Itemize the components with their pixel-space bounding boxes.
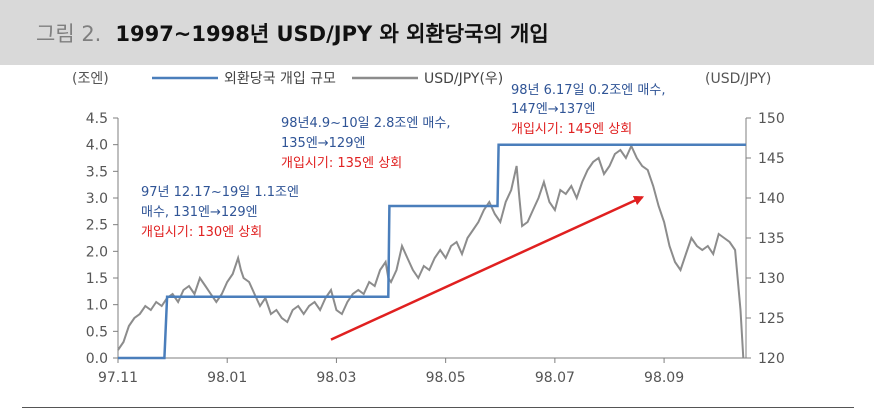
left-tick-label: 4.0 xyxy=(86,138,108,154)
annotation-2-line-1: 98년4.9~10일 2.8조엔 매수, xyxy=(281,116,450,131)
right-tick-label: 120 xyxy=(758,351,785,367)
left-tick-label: 2.5 xyxy=(86,218,108,234)
left-unit-label: (조엔) xyxy=(72,71,109,87)
annotation-1-highlight: 개입시기: 130엔 상회 xyxy=(141,225,262,240)
left-tick-label: 3.0 xyxy=(86,191,108,207)
legend-label-usdjpy: USD/JPY(우) xyxy=(424,71,503,87)
bottom-rule xyxy=(22,407,854,408)
left-tick-label: 1.0 xyxy=(86,298,108,314)
right-tick-label: 140 xyxy=(758,191,785,207)
annotation-3: 98년 6.17일 0.2조엔 매수, 147엔→137엔 개입시기: 145엔… xyxy=(511,83,665,137)
series-line-usdjpy xyxy=(117,143,745,359)
right-tick-label: 130 xyxy=(758,271,785,287)
x-tick-label: 98.09 xyxy=(644,370,684,386)
left-tick-label: 3.5 xyxy=(86,164,108,180)
right-tick-label: 125 xyxy=(758,311,785,327)
x-tick-label: 98.01 xyxy=(207,370,247,386)
annotation-1-line-1: 97년 12.17~19일 1.1조엔 xyxy=(141,185,299,200)
annotation-3-line-1: 98년 6.17일 0.2조엔 매수, xyxy=(511,83,665,98)
right-tick-label: 135 xyxy=(758,231,785,247)
right-tick-label: 150 xyxy=(758,111,785,127)
x-tick-label: 97.11 xyxy=(98,370,138,386)
trend-arrow xyxy=(330,195,645,341)
annotation-2: 98년4.9~10일 2.8조엔 매수, 135엔→129엔 개입시기: 135… xyxy=(281,116,450,171)
left-tick-label: 0.0 xyxy=(86,351,108,367)
left-tick-label: 0.5 xyxy=(86,324,108,340)
right-tick-label: 145 xyxy=(758,151,785,167)
figure-number: 그림 2. xyxy=(36,21,102,46)
x-tick-label: 98.05 xyxy=(426,370,466,386)
figure-title-bar: 그림 2. 1997~1998년 USD/JPY 와 외환당국의 개입 xyxy=(0,0,874,65)
annotation-3-highlight: 개입시기: 145엔 상회 xyxy=(511,122,632,137)
annotation-3-line-2: 147엔→137엔 xyxy=(511,102,595,117)
annotation-1: 97년 12.17~19일 1.1조엔 매수, 131엔→129엔 개입시기: … xyxy=(141,185,299,240)
figure-title: 1997~1998년 USD/JPY 와 외환당국의 개입 xyxy=(115,21,549,46)
annotation-1-line-2: 매수, 131엔→129엔 xyxy=(141,205,258,220)
annotation-2-highlight: 개입시기: 135엔 상회 xyxy=(281,156,402,171)
x-tick-label: 98.07 xyxy=(535,370,575,386)
annotation-2-line-2: 135엔→129엔 xyxy=(281,136,365,151)
right-unit-label: (USD/JPY) xyxy=(705,71,771,87)
series-line-intervention xyxy=(118,143,746,360)
left-tick-label: 1.5 xyxy=(86,271,108,287)
x-tick-label: 98.03 xyxy=(316,370,356,386)
legend-label-intervention: 외환당국 개입 규모 xyxy=(224,71,336,87)
left-tick-label: 2.0 xyxy=(86,244,108,260)
left-tick-label: 4.5 xyxy=(86,111,108,127)
